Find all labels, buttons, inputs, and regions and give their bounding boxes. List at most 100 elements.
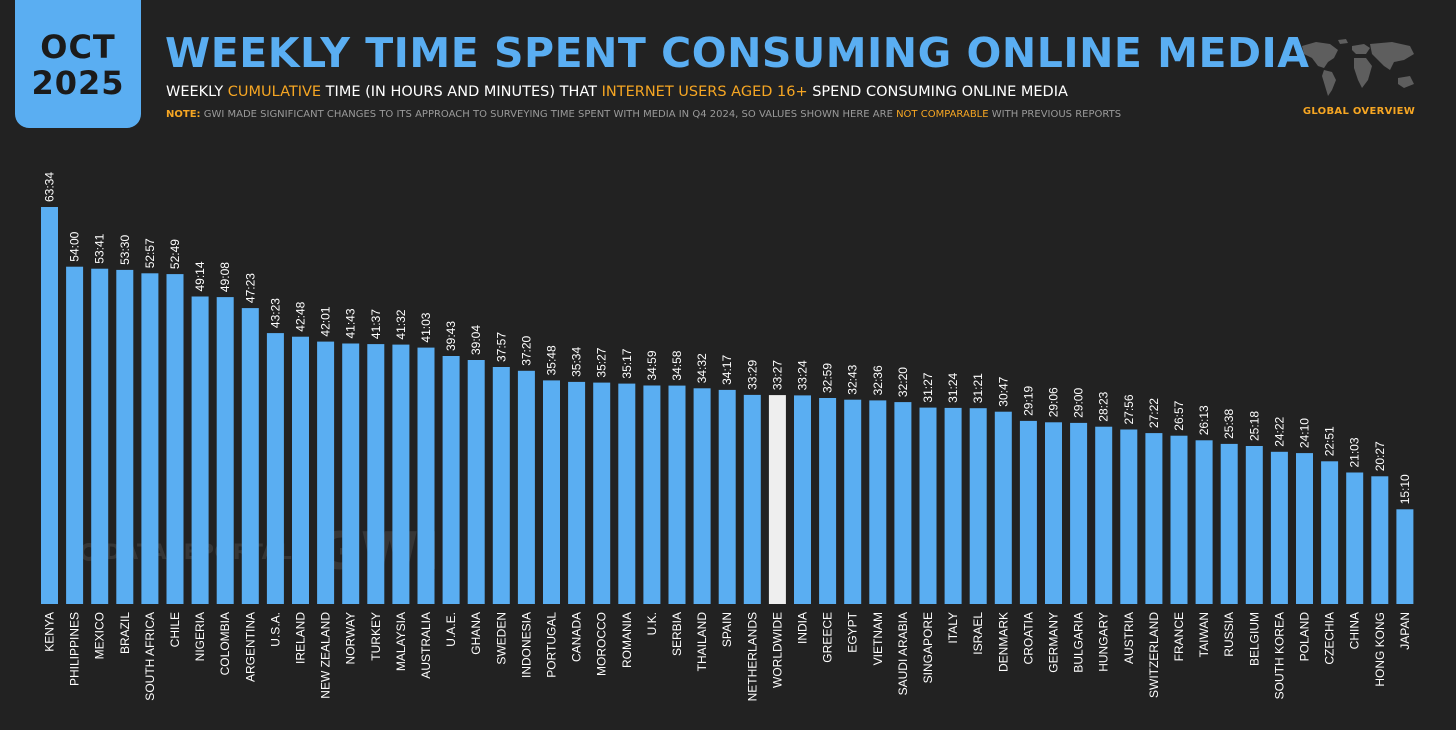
value-label: 41:32 [394,309,408,339]
note-label: NOTE: [166,109,201,120]
category-label: SINGAPORE [921,612,935,683]
value-label: 52:57 [143,238,157,268]
value-label: 41:43 [344,308,358,338]
category-label: SERBIA [670,612,684,656]
bar-nigeria [191,296,209,604]
category-label: GHANA [469,612,483,655]
value-label: 33:24 [796,360,810,390]
category-label: THAILAND [695,612,709,672]
value-label: 31:27 [921,372,935,402]
bar-denmark [994,411,1012,604]
bar-thailand [693,388,711,604]
category-label: SWITZERLAND [1147,612,1161,698]
chart-title: WEEKLY TIME SPENT CONSUMING ONLINE MEDIA [165,29,1310,77]
bar-chile [166,274,184,604]
value-label: 54:00 [68,231,82,261]
value-label: 32:20 [896,367,910,397]
value-label: 26:13 [1197,405,1211,435]
category-label: SWEDEN [494,612,508,665]
bar-belgium [1245,446,1263,604]
bar-germany [1045,422,1062,604]
value-label: 21:03 [1348,437,1362,467]
value-label: 34:32 [695,353,709,383]
bar-croatia [1019,420,1037,604]
value-label: 25:18 [1247,411,1261,441]
category-label: KENYA [43,612,57,652]
bar-sweden [492,367,510,604]
category-label: ISRAEL [971,612,985,655]
value-label: 42:01 [319,306,333,336]
bar-south-korea [1270,451,1288,604]
bar-canada [568,381,586,604]
bar-south-africa [141,273,159,604]
bar-spain [718,389,736,604]
bar-japan [1396,509,1414,604]
category-label: BULGARIA [1072,612,1086,673]
bar-malaysia [392,344,410,604]
bar-turkey [367,344,385,604]
date-badge: OCT 2025 [15,0,141,128]
value-label: 28:23 [1097,391,1111,421]
bar-ghana [467,360,485,604]
chart-note: NOTE: GWI MADE SIGNIFICANT CHANGES TO IT… [166,108,1121,122]
value-label: 43:23 [268,298,282,328]
category-label: SOUTH KOREA [1272,612,1286,699]
bar-kenya [41,207,58,604]
value-label: 32:36 [871,365,885,395]
world-map-icon [1302,39,1414,96]
category-label: RUSSIA [1222,612,1236,657]
bar-colombia [216,297,234,604]
category-label: HUNGARY [1097,612,1111,672]
chart-subtitle: WEEKLY CUMULATIVE TIME (IN HOURS AND MIN… [166,82,1068,102]
value-label: 26:57 [1172,400,1186,430]
value-label: 63:34 [43,172,57,202]
category-label: ITALY [946,612,960,644]
category-label: INDONESIA [519,612,533,678]
bar-hungary [1095,426,1113,604]
category-label: COLOMBIA [218,612,232,675]
category-label: INDIA [796,612,810,644]
bar-norway [342,343,360,604]
badge-year: 2025 [31,64,125,102]
category-label: U.S.A. [268,612,282,647]
subtitle-part-1: WEEKLY [166,84,228,100]
category-label: GREECE [821,612,835,663]
value-label: 29:00 [1072,388,1086,418]
subtitle-highlight-1: CUMULATIVE [227,84,322,100]
category-label: DENMARK [996,612,1010,672]
bar-switzerland [1145,433,1163,604]
value-label: 42:48 [294,301,308,331]
category-label: EGYPT [846,611,860,652]
category-label: IRELAND [294,612,308,664]
gwi-watermark: GWI. [316,522,464,582]
bar-italy [944,407,962,604]
category-label: VIETNAM [871,612,885,665]
bar-brazil [116,269,134,604]
bar-morocco [593,382,611,604]
value-label: 32:59 [821,363,835,393]
category-label: GERMANY [1047,612,1061,673]
category-label: CHINA [1348,612,1362,649]
value-label: 15:10 [1398,474,1412,504]
value-label: 39:04 [469,325,483,355]
bar-poland [1296,453,1313,604]
category-label: U.A.E. [444,612,458,647]
bar-u-s-a- [266,333,284,604]
value-label: 52:49 [168,239,182,269]
category-label: NORWAY [344,612,358,664]
category-label: JAPAN [1398,612,1412,650]
category-label: FRANCE [1172,612,1186,661]
bar-egypt [844,399,862,604]
bar-singapore [919,407,937,604]
bar-romania [618,383,636,604]
watermark: DATAREPORTAL GWI. [80,522,463,582]
value-label: 30:47 [996,376,1010,406]
bar-greece [819,398,837,604]
category-label: BRAZIL [118,612,132,654]
category-label: AUSTRALIA [419,612,433,679]
value-label: 33:29 [745,360,759,390]
global-overview-label: GLOBAL OVERVIEW [1302,106,1416,117]
bar-u-a-e- [442,356,460,604]
value-label: 24:10 [1298,418,1312,448]
